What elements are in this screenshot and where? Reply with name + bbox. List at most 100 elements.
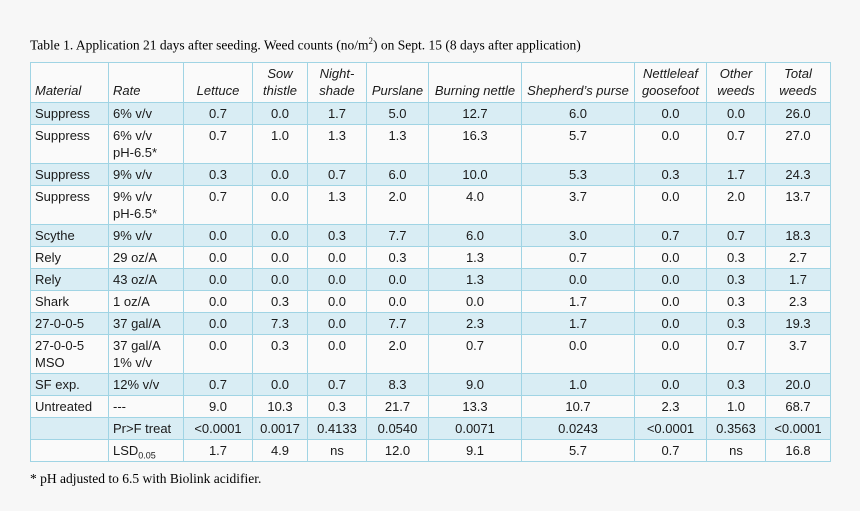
cell-value: 0.3 (366, 245, 429, 269)
column-header: Rate (108, 61, 184, 103)
cell-material: Rely (30, 267, 109, 291)
cell-value: ns (307, 438, 367, 462)
cell-value: 9.1 (428, 438, 522, 462)
table-row: Rely 29 oz/A 0.0 0.0 0.0 0.3 1.3 0.7 0.0 0.3 2.7 (30, 245, 831, 269)
cell-material: Suppress (30, 184, 109, 225)
cell-value: 0.0 (634, 372, 707, 396)
cell-value: 1.3 (307, 184, 367, 225)
cell-value: 1.3 (428, 267, 522, 291)
cell-value: 6.0 (521, 101, 635, 125)
column-header: Other weeds (706, 61, 766, 103)
cell-value: 19.3 (765, 311, 831, 335)
cell-value: 10.0 (428, 162, 522, 186)
cell-value: 3.7 (765, 333, 831, 374)
cell-value: 16.3 (428, 123, 522, 164)
table-row: Rely 43 oz/A 0.0 0.0 0.0 0.0 1.3 0.0 0.0 0.3 1.7 (30, 267, 831, 291)
cell-value: 0.7 (183, 123, 253, 164)
cell-rate: 6% v/v (108, 101, 184, 125)
cell-rate: 9% v/v (108, 223, 184, 247)
cell-value: 0.0 (634, 267, 707, 291)
cell-value: 0.3 (252, 333, 308, 374)
cell-value: 6.0 (428, 223, 522, 247)
cell-value: 0.3 (706, 245, 766, 269)
cell-value: 0.0 (252, 267, 308, 291)
cell-value: 7.7 (366, 311, 429, 335)
cell-value: 0.0071 (428, 416, 522, 440)
cell-value: 7.3 (252, 311, 308, 335)
table-row: Suppress 6% v/v pH-6.5* 0.7 1.0 1.3 1.3 16.3 5.… (30, 123, 831, 164)
cell-value: 0.0 (252, 184, 308, 225)
cell-material (30, 416, 109, 440)
cell-value: 0.0 (634, 289, 707, 313)
cell-value: 1.7 (183, 438, 253, 462)
cell-value: 2.3 (428, 311, 522, 335)
cell-value: 0.0 (307, 245, 367, 269)
cell-value: 12.7 (428, 101, 522, 125)
cell-value: 0.7 (521, 245, 635, 269)
cell-value: 1.3 (307, 123, 367, 164)
cell-value: 0.0 (307, 311, 367, 335)
cell-value: 13.3 (428, 394, 522, 418)
footnote: * pH adjusted to 6.5 with Biolink acidif… (30, 470, 262, 486)
cell-value: 1.7 (706, 162, 766, 186)
cell-value: 0.0 (521, 333, 635, 374)
cell-value: 9.0 (183, 394, 253, 418)
table-caption: Table 1. Application 21 days after seedi… (30, 36, 860, 54)
table-row: 27-0-0-5 MSO 37 gal/A 1% v/v 0.0 0.3 0.0 2.0 0… (30, 333, 831, 374)
cell-value: 0.0 (706, 101, 766, 125)
table-row: 27-0-0-5 37 gal/A 0.0 7.3 0.0 7.7 2.3 1.7 0.0 0.3… (30, 311, 831, 335)
cell-value: 1.7 (521, 311, 635, 335)
cell-value: 2.0 (366, 333, 429, 374)
cell-value: 0.4133 (307, 416, 367, 440)
cell-rate: 9% v/v (108, 162, 184, 186)
cell-rate: 29 oz/A (108, 245, 184, 269)
cell-value: 0.0 (634, 184, 707, 225)
cell-value: 0.0 (183, 311, 253, 335)
cell-value: 8.3 (366, 372, 429, 396)
cell-value: 0.7 (706, 123, 766, 164)
cell-value: 0.7 (307, 372, 367, 396)
cell-value: 4.0 (428, 184, 522, 225)
cell-material: Scythe (30, 223, 109, 247)
cell-value: 1.7 (765, 267, 831, 291)
cell-value: 0.3 (634, 162, 707, 186)
cell-material: Suppress (30, 162, 109, 186)
cell-rate: --- (108, 394, 184, 418)
cell-value: 1.3 (366, 123, 429, 164)
cell-value: 0.0 (252, 101, 308, 125)
table-caption-text-suffix: ) on Sept. 15 (8 days after application) (373, 37, 581, 53)
cell-value: 27.0 (765, 123, 831, 164)
cell-rate: Pr>F treat (108, 416, 184, 440)
cell-material: Untreated (30, 394, 109, 418)
cell-value: 10.3 (252, 394, 308, 418)
cell-value: 0.3 (307, 394, 367, 418)
cell-value: 0.0 (183, 267, 253, 291)
cell-value: 0.3 (183, 162, 253, 186)
cell-value: 0.0 (634, 333, 707, 374)
cell-value: 9.0 (428, 372, 522, 396)
column-header: Burning nettle (428, 61, 522, 103)
cell-value: 18.3 (765, 223, 831, 247)
cell-value: 0.0 (183, 245, 253, 269)
cell-material: 27-0-0-5 (30, 311, 109, 335)
cell-value: 26.0 (765, 101, 831, 125)
cell-value: 5.7 (521, 123, 635, 164)
cell-value: 20.0 (765, 372, 831, 396)
cell-material: 27-0-0-5 MSO (30, 333, 109, 374)
cell-value: <0.0001 (634, 416, 707, 440)
weed-counts-table: Material Rate Lettuce Sow thistle Night-shad… (30, 61, 831, 462)
column-header: Total weeds (765, 61, 831, 103)
cell-value: 2.0 (706, 184, 766, 225)
cell-value: 12.0 (366, 438, 429, 462)
cell-material: Shark (30, 289, 109, 313)
cell-value: 1.3 (428, 245, 522, 269)
column-header: Lettuce (183, 61, 253, 103)
cell-value: 0.0 (307, 267, 367, 291)
cell-value: <0.0001 (765, 416, 831, 440)
column-header: Material (30, 61, 109, 103)
cell-value: 6.0 (366, 162, 429, 186)
cell-value: 0.7 (428, 333, 522, 374)
cell-value: 1.7 (307, 101, 367, 125)
cell-value: 1.0 (521, 372, 635, 396)
cell-value: 0.0 (252, 223, 308, 247)
